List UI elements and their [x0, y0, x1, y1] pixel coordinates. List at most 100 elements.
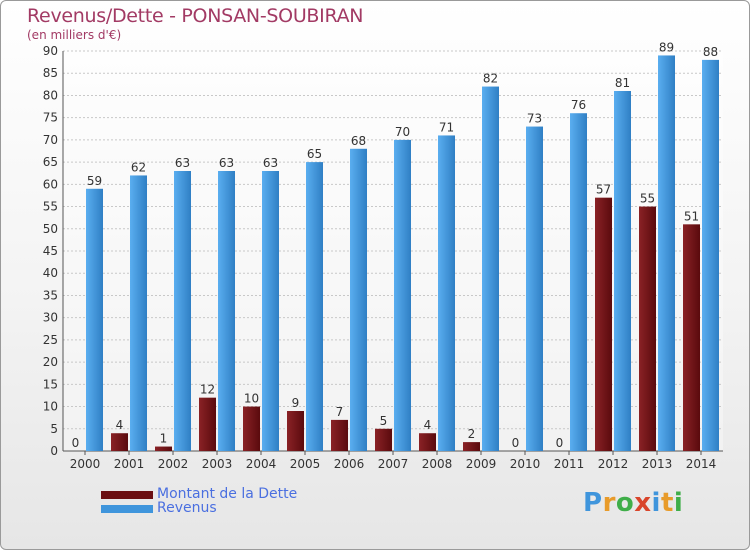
bar-revenus — [658, 55, 675, 451]
data-label-dette: 1 — [160, 432, 168, 446]
y-tick-label: 0 — [50, 444, 58, 458]
x-tick-label: 2008 — [422, 457, 453, 471]
bar-revenus — [526, 126, 543, 452]
data-label-dette: 9 — [292, 396, 300, 410]
legend-label-dette: Montant de la Dette — [157, 486, 298, 502]
bar-revenus — [306, 162, 323, 451]
y-tick-label: 40 — [43, 266, 58, 280]
bar-revenus — [350, 148, 367, 451]
x-tick-label: 2011 — [554, 457, 585, 471]
bar-revenus — [614, 91, 631, 451]
data-label-dette: 5 — [380, 414, 388, 428]
bar-revenus — [702, 59, 719, 452]
bar-dette — [155, 446, 172, 451]
data-label-dette: 4 — [116, 418, 124, 432]
data-label-dette: 2 — [468, 427, 476, 441]
data-label-dette: 51 — [684, 209, 699, 223]
x-tick-label: 2005 — [290, 457, 321, 471]
data-label-dette: 57 — [596, 183, 611, 197]
data-label-revenus: 65 — [307, 147, 322, 161]
legend-label-revenus: Revenus — [157, 500, 217, 516]
y-tick-label: 5 — [50, 422, 58, 436]
x-tick-label: 2000 — [70, 457, 101, 471]
data-label-dette: 0 — [556, 436, 564, 450]
y-tick-label: 55 — [43, 200, 58, 214]
data-label-dette: 10 — [244, 392, 259, 406]
data-label-revenus: 63 — [263, 156, 278, 170]
bar-dette — [419, 433, 436, 451]
x-tick-label: 2003 — [202, 457, 233, 471]
x-tick-label: 2006 — [334, 457, 365, 471]
bar-dette — [111, 433, 128, 451]
data-label-revenus: 59 — [87, 174, 102, 188]
y-tick-label: 50 — [43, 222, 58, 236]
x-tick-label: 2014 — [686, 457, 717, 471]
y-tick-label: 45 — [43, 244, 58, 258]
bar-revenus — [218, 171, 235, 451]
data-label-dette: 0 — [512, 436, 520, 450]
x-tick-label: 2004 — [246, 457, 277, 471]
y-tick-label: 10 — [43, 400, 58, 414]
legend-swatch-revenus — [101, 505, 153, 513]
chart-subtitle: (en milliers d'€) — [27, 28, 122, 42]
data-label-revenus: 73 — [527, 112, 542, 126]
y-tick-label: 80 — [43, 88, 58, 102]
data-label-revenus: 89 — [659, 40, 674, 54]
bar-revenus — [438, 135, 455, 451]
data-label-revenus: 81 — [615, 76, 630, 90]
data-label-revenus: 70 — [395, 125, 410, 139]
x-tick-label: 2012 — [598, 457, 629, 471]
x-tick-label: 2009 — [466, 457, 497, 471]
y-tick-label: 60 — [43, 177, 58, 191]
bar-dette — [463, 442, 480, 451]
data-label-dette: 55 — [640, 192, 655, 206]
data-label-dette: 7 — [336, 405, 344, 419]
y-tick-label: 70 — [43, 133, 58, 147]
x-tick-label: 2007 — [378, 457, 409, 471]
data-label-dette: 4 — [424, 418, 432, 432]
y-tick-label: 85 — [43, 66, 58, 80]
bar-dette — [287, 411, 304, 451]
bar-revenus — [130, 175, 147, 451]
proxiti-logo: Proxiti — [583, 488, 684, 518]
bar-dette — [639, 206, 656, 451]
x-tick-label: 2010 — [510, 457, 541, 471]
legend-swatch-dette — [101, 491, 153, 499]
data-label-dette: 0 — [72, 436, 80, 450]
data-label-revenus: 82 — [483, 72, 498, 86]
data-label-revenus: 76 — [571, 98, 586, 112]
bar-revenus — [394, 139, 411, 451]
y-tick-label: 30 — [43, 311, 58, 325]
y-tick-label: 65 — [43, 155, 58, 169]
data-label-revenus: 68 — [351, 134, 366, 148]
y-tick-label: 35 — [43, 288, 58, 302]
x-tick-label: 2013 — [642, 457, 673, 471]
y-tick-label: 75 — [43, 111, 58, 125]
data-label-revenus: 62 — [131, 160, 146, 174]
data-label-dette: 12 — [200, 383, 215, 397]
bar-dette — [243, 406, 260, 451]
bar-dette — [199, 397, 216, 451]
bar-dette — [683, 224, 700, 451]
bar-dette — [375, 428, 392, 451]
y-tick-label: 25 — [43, 333, 58, 347]
y-tick-label: 15 — [43, 377, 58, 391]
bar-dette — [331, 419, 348, 451]
data-label-revenus: 63 — [219, 156, 234, 170]
chart-title: Revenus/Dette - PONSAN-SOUBIRAN — [27, 5, 364, 27]
data-label-revenus: 88 — [703, 45, 718, 59]
data-label-revenus: 63 — [175, 156, 190, 170]
x-tick-label: 2002 — [158, 457, 189, 471]
bar-revenus — [570, 113, 587, 451]
x-tick-label: 2001 — [114, 457, 145, 471]
bar-revenus — [482, 86, 499, 452]
y-tick-label: 20 — [43, 355, 58, 369]
bar-dette — [595, 197, 612, 451]
bar-revenus — [174, 171, 191, 451]
data-label-revenus: 71 — [439, 120, 454, 134]
y-tick-label: 90 — [43, 44, 58, 58]
bar-revenus — [86, 188, 103, 451]
bar-revenus — [262, 171, 279, 451]
